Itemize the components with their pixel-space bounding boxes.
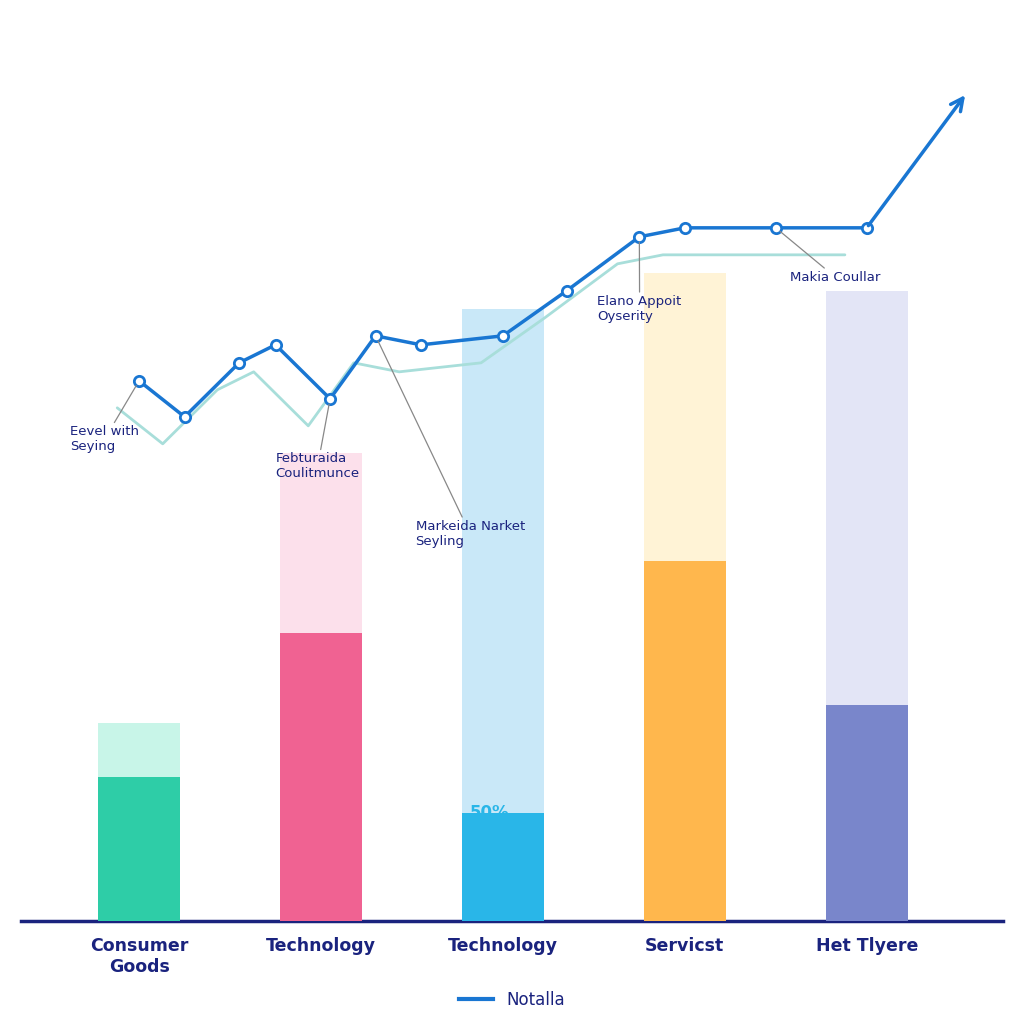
Bar bbox=[280, 633, 361, 921]
Text: 180%: 180% bbox=[652, 588, 703, 606]
Point bbox=[131, 373, 147, 389]
Point bbox=[677, 219, 693, 236]
Point bbox=[768, 219, 784, 236]
Text: Makia Coullar: Makia Coullar bbox=[780, 231, 881, 284]
Bar bbox=[98, 777, 180, 921]
Text: 31%: 31% bbox=[834, 732, 873, 750]
Text: 50%: 50% bbox=[470, 804, 510, 822]
Bar bbox=[644, 561, 726, 921]
Text: 49%: 49% bbox=[106, 804, 146, 822]
Bar bbox=[280, 453, 361, 921]
Text: Markeida Narket
Seyling: Markeida Narket Seyling bbox=[378, 341, 525, 548]
Point bbox=[176, 409, 193, 425]
Point bbox=[413, 337, 429, 353]
Bar bbox=[462, 813, 544, 921]
Point bbox=[267, 337, 284, 353]
Point bbox=[322, 390, 338, 407]
Bar bbox=[825, 291, 907, 921]
Point bbox=[558, 283, 574, 299]
Bar bbox=[644, 272, 726, 921]
Point bbox=[858, 219, 874, 236]
Text: Elano Appoit
Oyserity: Elano Appoit Oyserity bbox=[597, 243, 682, 323]
Text: Febturaida
Coulitmunce: Febturaida Coulitmunce bbox=[275, 404, 359, 480]
Text: 60%: 60% bbox=[288, 659, 328, 678]
Point bbox=[231, 354, 248, 371]
Point bbox=[368, 328, 384, 344]
Text: Eevel with
Seying: Eevel with Seying bbox=[70, 386, 139, 454]
Bar bbox=[825, 705, 907, 921]
Bar bbox=[462, 309, 544, 921]
Point bbox=[631, 228, 647, 245]
Point bbox=[495, 328, 511, 344]
Legend: Notalla: Notalla bbox=[453, 985, 571, 1016]
Bar bbox=[98, 723, 180, 921]
